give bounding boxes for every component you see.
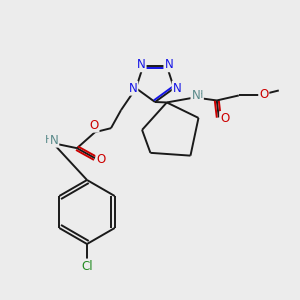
Text: O: O bbox=[259, 88, 268, 101]
Text: N: N bbox=[137, 58, 146, 71]
Text: H: H bbox=[195, 91, 203, 100]
Text: N: N bbox=[164, 58, 173, 71]
Text: N: N bbox=[129, 82, 137, 95]
Text: N: N bbox=[172, 82, 182, 95]
Text: O: O bbox=[89, 119, 99, 132]
Text: H: H bbox=[45, 135, 53, 145]
Text: N: N bbox=[50, 134, 58, 147]
Text: O: O bbox=[220, 112, 230, 125]
Text: N: N bbox=[191, 89, 200, 102]
Text: O: O bbox=[96, 153, 106, 166]
Text: Cl: Cl bbox=[81, 260, 93, 272]
